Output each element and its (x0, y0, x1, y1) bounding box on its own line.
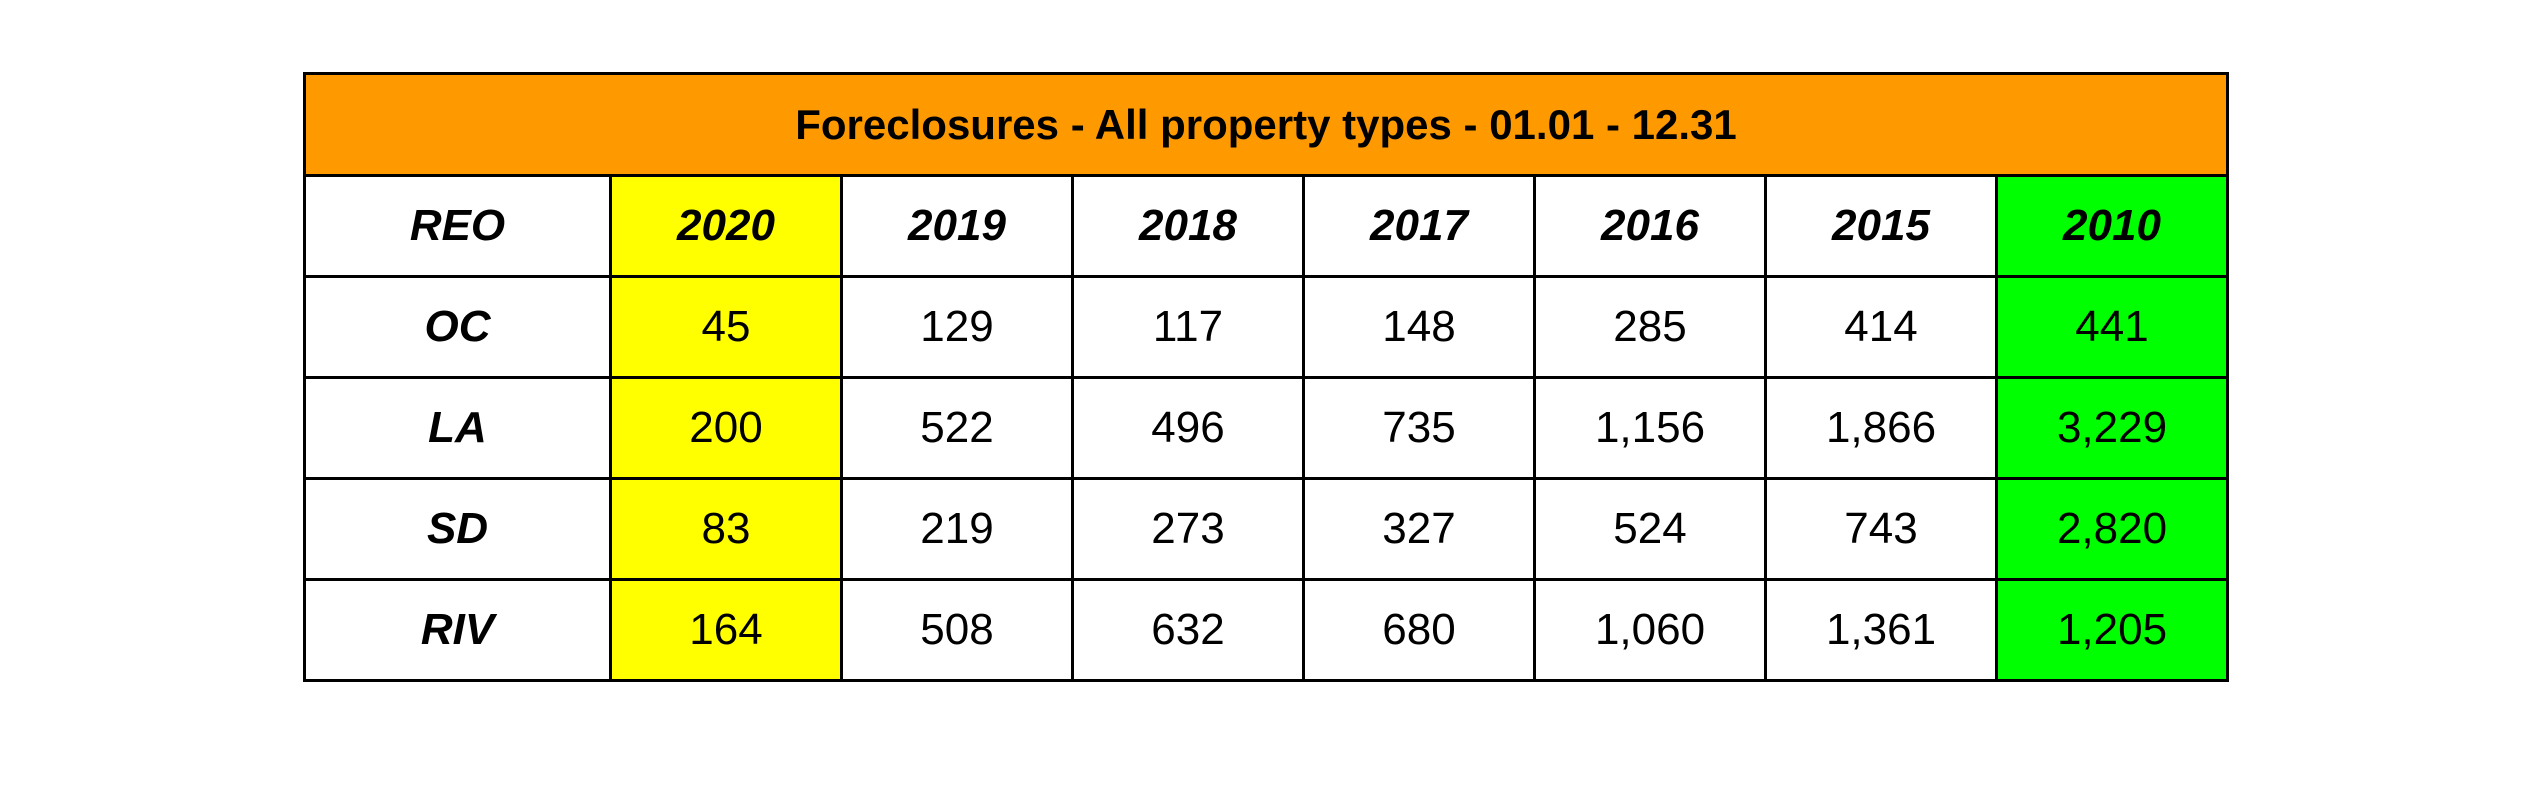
column-header-2015: 2015 (1764, 174, 1998, 278)
row-label: OC (303, 275, 612, 379)
table-row: SD 83 219 273 327 524 743 2,820 (303, 477, 2229, 581)
column-header-2019: 2019 (840, 174, 1074, 278)
column-header-2010: 2010 (1995, 174, 2229, 278)
table-cell: 327 (1302, 477, 1536, 581)
table-title: Foreclosures - All property types - 01.0… (303, 72, 2229, 177)
table-row: OC 45 129 117 148 285 414 441 (303, 275, 2229, 379)
table-cell: 508 (840, 578, 1074, 682)
row-label: LA (303, 376, 612, 480)
table-cell: 273 (1071, 477, 1305, 581)
column-header-2016: 2016 (1533, 174, 1767, 278)
table-cell: 129 (840, 275, 1074, 379)
table-cell: 164 (609, 578, 843, 682)
table-cell: 743 (1764, 477, 1998, 581)
column-header-2020: 2020 (609, 174, 843, 278)
table-cell: 414 (1764, 275, 1998, 379)
table-cell: 441 (1995, 275, 2229, 379)
table-cell: 3,229 (1995, 376, 2229, 480)
table-cell: 1,866 (1764, 376, 1998, 480)
row-label: SD (303, 477, 612, 581)
table-cell: 1,361 (1764, 578, 1998, 682)
table-cell: 735 (1302, 376, 1536, 480)
table-cell: 219 (840, 477, 1074, 581)
table-cell: 680 (1302, 578, 1536, 682)
table-cell: 2,820 (1995, 477, 2229, 581)
table-cell: 45 (609, 275, 843, 379)
table-cell: 200 (609, 376, 843, 480)
table-cell: 285 (1533, 275, 1767, 379)
foreclosures-table: Foreclosures - All property types - 01.0… (303, 72, 2229, 682)
title-row: Foreclosures - All property types - 01.0… (303, 72, 2229, 177)
table-cell: 632 (1071, 578, 1305, 682)
table-cell: 524 (1533, 477, 1767, 581)
table-cell: 1,156 (1533, 376, 1767, 480)
column-header-2017: 2017 (1302, 174, 1536, 278)
column-header-2018: 2018 (1071, 174, 1305, 278)
table-row: RIV 164 508 632 680 1,060 1,361 1,205 (303, 578, 2229, 682)
table-cell: 117 (1071, 275, 1305, 379)
table-cell: 1,205 (1995, 578, 2229, 682)
row-label: RIV (303, 578, 612, 682)
header-row: REO 2020 2019 2018 2017 2016 2015 2010 (303, 174, 2229, 278)
table-cell: 148 (1302, 275, 1536, 379)
table-cell: 496 (1071, 376, 1305, 480)
table-cell: 522 (840, 376, 1074, 480)
table-row: LA 200 522 496 735 1,156 1,866 3,229 (303, 376, 2229, 480)
table-cell: 1,060 (1533, 578, 1767, 682)
corner-label: REO (303, 174, 612, 278)
table-cell: 83 (609, 477, 843, 581)
